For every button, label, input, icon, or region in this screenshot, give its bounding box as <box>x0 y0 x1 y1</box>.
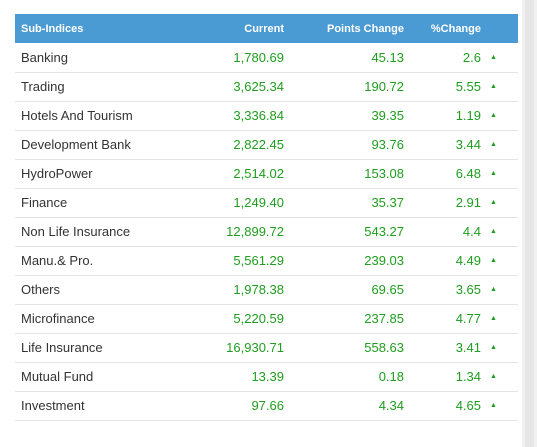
current-value: 3,336.84 <box>233 108 284 123</box>
table-row[interactable]: Development Bank 2,822.45 93.76 3.44 ▲ <box>15 130 518 159</box>
points-change: 45.13 <box>371 49 404 65</box>
current-value: 2,822.45 <box>233 137 284 152</box>
current-value: 1,978.38 <box>233 282 284 297</box>
current-value: 1,780.69 <box>233 49 284 65</box>
up-arrow-icon: ▲ <box>490 199 497 206</box>
points-change: 543.27 <box>364 224 404 239</box>
table-row[interactable]: Trading 3,625.34 190.72 5.55 ▲ <box>15 72 518 101</box>
table-row[interactable]: Finance 1,249.40 35.37 2.91 ▲ <box>15 188 518 217</box>
up-arrow-icon: ▲ <box>490 112 497 119</box>
index-name: Non Life Insurance <box>21 224 131 239</box>
up-arrow-icon: ▲ <box>490 228 497 235</box>
header-sub-indices[interactable]: Sub-Indices <box>21 22 84 35</box>
points-change: 237.85 <box>364 311 404 326</box>
points-change: 558.63 <box>364 340 404 355</box>
up-arrow-icon: ▲ <box>490 170 497 177</box>
header-current[interactable]: Current <box>244 22 284 35</box>
header-percent-change[interactable]: %Change <box>430 22 481 35</box>
table-row[interactable]: HydroPower 2,514.02 153.08 6.48 ▲ <box>15 159 518 188</box>
points-change: 4.34 <box>378 398 404 413</box>
points-change: 153.08 <box>364 166 404 181</box>
percent-change: 4.77 <box>455 311 481 326</box>
current-value: 97.66 <box>251 398 284 413</box>
index-name: Banking <box>21 49 68 65</box>
index-name: Manu.& Pro. <box>21 253 94 268</box>
points-change: 239.03 <box>364 253 404 268</box>
index-name: Life Insurance <box>21 340 103 355</box>
index-name: Investment <box>21 398 85 413</box>
percent-change: 1.34 <box>455 369 481 384</box>
current-value: 12,899.72 <box>226 224 284 239</box>
index-name: Others <box>21 282 61 297</box>
header-row: Sub-Indices Current Points Change %Chang… <box>15 14 518 43</box>
points-change: 93.76 <box>371 137 404 152</box>
points-change: 190.72 <box>364 79 404 94</box>
table-header: Sub-Indices Current Points Change %Chang… <box>15 14 518 43</box>
index-name: Mutual Fund <box>21 369 94 384</box>
percent-change: 4.4 <box>462 224 481 239</box>
current-value: 1,249.40 <box>233 195 284 210</box>
table-row[interactable]: Manu.& Pro. 5,561.29 239.03 4.49 ▲ <box>15 246 518 275</box>
index-name: Development Bank <box>21 137 131 152</box>
percent-change: 3.44 <box>455 137 481 152</box>
up-arrow-icon: ▲ <box>490 257 497 264</box>
percent-change: 2.6 <box>462 49 481 65</box>
index-name: Finance <box>21 195 68 210</box>
up-arrow-icon: ▲ <box>490 344 497 351</box>
up-arrow-icon: ▲ <box>490 53 497 61</box>
percent-change: 5.55 <box>455 79 481 94</box>
current-value: 13.39 <box>251 369 284 384</box>
percent-change: 4.49 <box>455 253 481 268</box>
points-change: 39.35 <box>371 108 404 123</box>
up-arrow-icon: ▲ <box>490 286 497 293</box>
sub-indices-table: Sub-Indices Current Points Change %Chang… <box>15 14 518 421</box>
table-row[interactable]: Investment 97.66 4.34 4.65 ▲ <box>15 391 518 420</box>
percent-change: 1.19 <box>455 108 481 123</box>
points-change: 69.65 <box>371 282 404 297</box>
current-value: 16,930.71 <box>226 340 284 355</box>
header-arrow-column <box>481 14 518 43</box>
table-body: Banking 1,780.69 45.13 2.6 ▲ Trading 3,625.34 1… <box>15 43 518 420</box>
index-name: HydroPower <box>21 166 93 181</box>
table-row[interactable]: Mutual Fund 13.39 0.18 1.34 ▲ <box>15 362 518 391</box>
current-value: 3,625.34 <box>233 79 284 94</box>
table-row[interactable]: Others 1,978.38 69.65 3.65 ▲ <box>15 275 518 304</box>
table-row[interactable]: Banking 1,780.69 45.13 2.6 ▲ <box>15 43 518 72</box>
percent-change: 3.65 <box>455 282 481 297</box>
current-value: 5,220.59 <box>233 311 284 326</box>
up-arrow-icon: ▲ <box>490 141 497 148</box>
percent-change: 2.91 <box>455 195 481 210</box>
up-arrow-icon: ▲ <box>490 402 497 409</box>
table-row[interactable]: Hotels And Tourism 3,336.84 39.35 1.19 ▲ <box>15 101 518 130</box>
current-value: 2,514.02 <box>233 166 284 181</box>
percent-change: 3.41 <box>455 340 481 355</box>
index-name: Microfinance <box>21 311 95 326</box>
table-row[interactable]: Microfinance 5,220.59 237.85 4.77 ▲ <box>15 304 518 333</box>
up-arrow-icon: ▲ <box>490 373 497 380</box>
points-change: 0.18 <box>378 369 404 384</box>
index-name: Trading <box>21 79 65 94</box>
up-arrow-icon: ▲ <box>490 315 497 322</box>
percent-change: 6.48 <box>455 166 481 181</box>
up-arrow-icon: ▲ <box>490 83 497 90</box>
index-name: Hotels And Tourism <box>21 108 133 123</box>
header-points-change[interactable]: Points Change <box>326 22 404 35</box>
points-change: 35.37 <box>371 195 404 210</box>
table-row[interactable]: Life Insurance 16,930.71 558.63 3.41 ▲ <box>15 333 518 362</box>
table-row[interactable]: Non Life Insurance 12,899.72 543.27 4.4 ▲ <box>15 217 518 246</box>
current-value: 5,561.29 <box>233 253 284 268</box>
percent-change: 4.65 <box>455 398 481 413</box>
scrollbar-thumb[interactable] <box>525 0 534 447</box>
